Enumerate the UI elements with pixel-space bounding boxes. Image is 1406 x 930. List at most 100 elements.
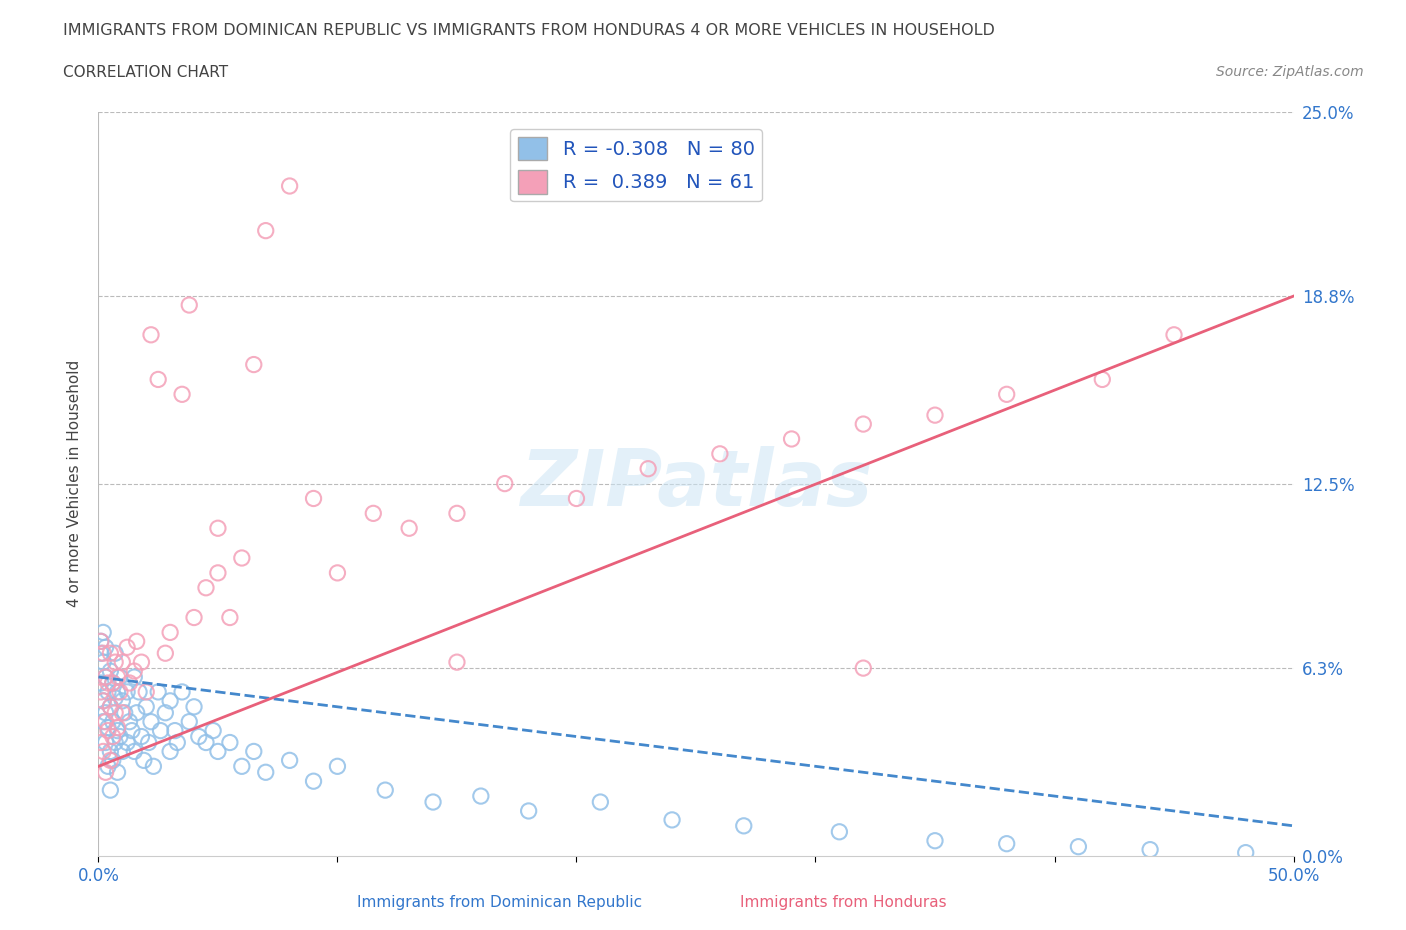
Point [98,664,122,679]
Point [131,729,153,744]
Point [163,724,186,738]
Point [97,724,120,738]
Point [661,813,683,828]
Point [107,720,129,735]
Point [995,836,1018,851]
Point [195,735,218,750]
Point [589,794,612,809]
Point [104,690,127,705]
Point [104,735,127,750]
Point [97,720,120,735]
Point [91,625,114,640]
Point [107,684,129,699]
Point [90,675,112,690]
Point [115,684,138,699]
Point [124,670,146,684]
Point [98,645,122,660]
Point [159,694,181,709]
Point [243,744,266,759]
Point [91,645,114,660]
Point [104,655,127,670]
Point [709,446,731,461]
Point [187,729,209,744]
Point [107,670,129,684]
Point [363,506,385,521]
Point [780,432,803,446]
Point [231,551,253,565]
Point [91,694,114,709]
Point [114,705,136,720]
Point [139,714,162,729]
Point [91,714,114,729]
Point [517,804,540,818]
Point [90,684,112,699]
Point [172,387,194,402]
Point [637,461,659,476]
Point [565,491,588,506]
Point [118,714,141,729]
Point [148,684,170,699]
Point [183,610,205,625]
Point [733,818,755,833]
Point [398,521,420,536]
Point [107,724,129,738]
Point [98,699,122,714]
Point [107,764,129,779]
Point [254,223,277,238]
Point [183,699,205,714]
Point [118,675,141,690]
Point [207,744,229,759]
Point [446,506,468,521]
Point [924,833,946,848]
Point [148,372,170,387]
Text: Immigrants from Honduras: Immigrants from Honduras [741,895,946,910]
Point [98,699,122,714]
Point [1234,845,1257,860]
Point [98,783,122,798]
Point [207,521,229,536]
Point [94,670,117,684]
Point [219,610,242,625]
Point [422,794,444,809]
Point [91,655,114,670]
Point [852,417,875,432]
Point [104,705,127,720]
Point [278,179,301,193]
Point [159,744,181,759]
Point [97,684,120,699]
Point [97,675,120,690]
Legend: R = -0.308   N = 80, R =  0.389   N = 61: R = -0.308 N = 80, R = 0.389 N = 61 [510,128,762,202]
Point [155,645,177,660]
Point [828,824,851,839]
Point [179,714,201,729]
Point [115,640,138,655]
Point [94,705,117,720]
Point [101,675,124,690]
Text: Source: ZipAtlas.com: Source: ZipAtlas.com [1216,65,1364,79]
Point [97,759,120,774]
Point [142,759,165,774]
Point [94,714,117,729]
Point [125,634,148,649]
Point [470,789,492,804]
Text: Immigrants from Dominican Republic: Immigrants from Dominican Republic [357,895,641,910]
Point [159,625,181,640]
Point [101,714,124,729]
Point [131,655,153,670]
Point [91,694,114,709]
Point [326,565,349,580]
Point [94,764,117,779]
Point [132,753,155,768]
Point [243,357,266,372]
Point [278,753,301,768]
Point [90,634,112,649]
Point [108,684,131,699]
Point [446,655,468,670]
Point [302,774,325,789]
Point [195,580,218,595]
Text: CORRELATION CHART: CORRELATION CHART [63,65,228,80]
Point [326,759,349,774]
Point [995,387,1018,402]
Point [494,476,516,491]
Point [138,735,160,750]
